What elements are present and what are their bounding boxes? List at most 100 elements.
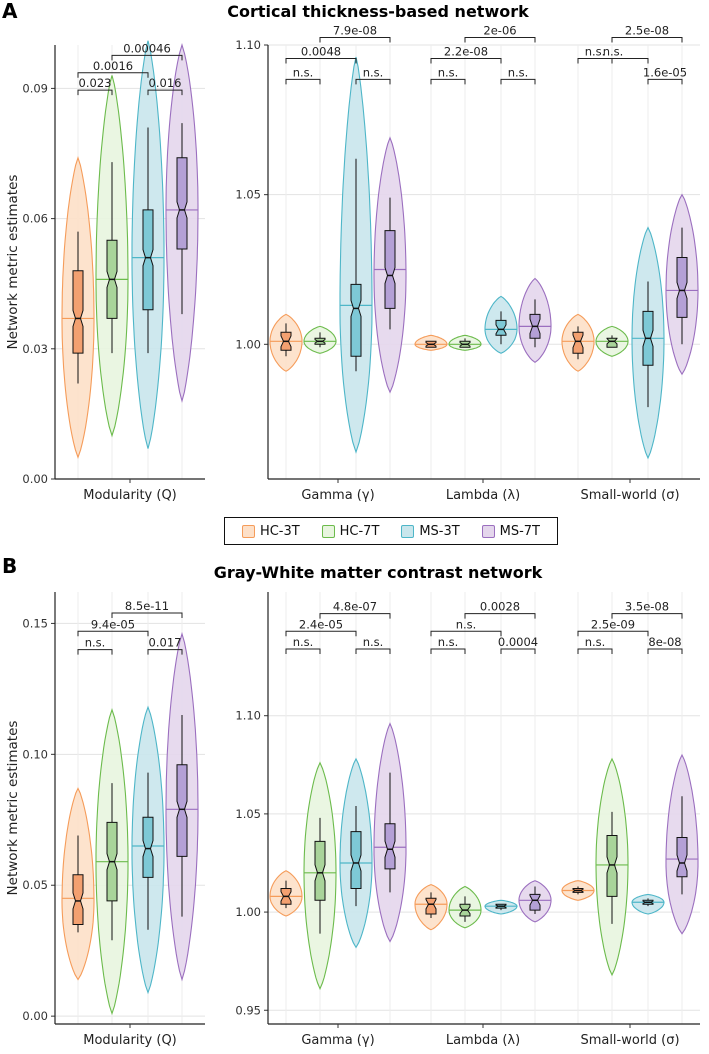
y-tick-label: 0.09 xyxy=(22,81,48,95)
p-value-label: 0.017 xyxy=(149,636,182,650)
violin-hc-7t xyxy=(303,325,337,354)
bracket-line xyxy=(647,648,683,654)
bracket-line xyxy=(611,613,683,619)
x-tick-label-gamma: Gamma (γ) xyxy=(301,1033,374,1048)
p-value-label: n.s. xyxy=(363,635,384,649)
significance-bracket: n.s. xyxy=(355,635,391,654)
box xyxy=(176,157,188,250)
significance-bracket: 7.9e-08 xyxy=(319,24,391,43)
y-axis-label: Network metric estimates xyxy=(5,721,21,896)
bracket-line xyxy=(77,630,149,637)
chart-3: 0.00 0.05 0.10 0.15 Modularity (Q) Network me… xyxy=(5,592,205,1048)
bracket-line xyxy=(111,54,183,61)
panel-letter-b: B xyxy=(2,554,17,578)
x-tick-label-lambda: Lambda (λ) xyxy=(446,1033,520,1048)
p-value-label: n.s. xyxy=(293,635,314,649)
bracket-line xyxy=(430,57,502,64)
y-axis-label: Network metric estimates xyxy=(5,175,21,350)
chart-2: 1.00 1.05 1.10 Gamma (γ) Lambda (λ) Small-wor… xyxy=(235,24,700,503)
significance-bracket: 0.0016 xyxy=(77,59,149,78)
chart-1: 0.00 0.03 0.06 0.09 Modularity (Q) Network me… xyxy=(5,40,205,503)
p-value-label: 1.6e-05 xyxy=(643,65,687,79)
p-value-label: 8.5e-11 xyxy=(125,599,169,613)
p-value-label: 2.5e-08 xyxy=(625,24,669,38)
violin-ms-3t xyxy=(484,899,518,915)
box xyxy=(176,764,188,857)
legend-swatch-ms-3t xyxy=(401,524,415,538)
box xyxy=(350,831,362,889)
p-value-label: n.s. xyxy=(508,65,529,79)
violin-ms-7t xyxy=(518,880,552,923)
significance-bracket: 3.5e-08 xyxy=(611,600,683,619)
box xyxy=(384,823,396,870)
significance-bracket: n.s. xyxy=(355,65,391,85)
bracket-line xyxy=(147,89,183,96)
violin-ms-7t xyxy=(518,277,552,363)
p-value-label: 0.016 xyxy=(149,76,182,90)
bracket-line xyxy=(500,648,536,654)
box xyxy=(606,835,618,897)
significance-bracket: 2.2e-08 xyxy=(430,44,502,64)
violin-hc-7t xyxy=(595,757,629,977)
bracket-line xyxy=(77,72,149,78)
bracket-line xyxy=(285,648,321,654)
x-tick-label-modularity-q: Modularity (Q) xyxy=(83,1033,177,1048)
significance-bracket: 2e-06 xyxy=(464,24,536,43)
significance-bracket: 8e-08 xyxy=(647,635,683,654)
x-tick-label-gamma: Gamma (γ) xyxy=(301,488,374,503)
bracket-line xyxy=(285,630,357,637)
y-tick-label: 0.03 xyxy=(22,342,48,356)
significance-bracket: 0.0028 xyxy=(464,600,536,619)
p-value-label: n.s. xyxy=(603,44,624,58)
p-value-label: 0.0048 xyxy=(301,44,341,58)
y-tick-label: 1.05 xyxy=(235,807,261,821)
bracket-line xyxy=(147,649,183,655)
p-value-label: 3.5e-08 xyxy=(625,600,669,614)
legend: HC-3T HC-7T MS-3T MS-7T xyxy=(224,517,558,545)
violin-ms-3t xyxy=(484,295,518,354)
violin-ms-7t xyxy=(665,193,699,376)
p-value-label: 0.023 xyxy=(79,76,112,90)
significance-bracket: 2.5e-09 xyxy=(577,617,649,637)
bracket-line xyxy=(577,57,613,64)
p-value-label: 2.4e-05 xyxy=(299,617,343,631)
legend-label-hc-7t: HC-7T xyxy=(339,523,380,539)
p-value-label: 2.2e-08 xyxy=(444,44,488,58)
legend-item-hc-3t: HC-3T xyxy=(241,524,300,539)
p-value-label: 2.5e-09 xyxy=(591,617,635,631)
p-value-label: n.s. xyxy=(85,636,106,650)
violin-ms-7t xyxy=(373,722,407,943)
significance-bracket: 0.016 xyxy=(147,76,183,96)
violin-hc-3t xyxy=(61,787,95,981)
violin-hc-3t xyxy=(414,884,448,931)
significance-bracket: 2.4e-05 xyxy=(285,617,357,637)
y-tick-label: 1.05 xyxy=(235,188,261,202)
violin-hc-7t xyxy=(448,334,482,351)
x-tick-label-lambda: Lambda (λ) xyxy=(446,488,520,503)
box xyxy=(572,331,584,354)
significance-bracket: n.s. xyxy=(285,635,321,654)
p-value-label: 9.4e-05 xyxy=(91,617,135,631)
legend-label-ms-7t: MS-7T xyxy=(499,523,540,539)
p-value-label: 7.9e-08 xyxy=(333,24,377,38)
bracket-line xyxy=(77,649,113,655)
violin-hc-3t xyxy=(561,880,595,901)
significance-bracket: n.s. xyxy=(77,636,113,655)
p-value-label: n.s. xyxy=(438,635,459,649)
bracket-line xyxy=(464,613,536,619)
violin-hc-3t xyxy=(414,334,448,351)
bracket-line xyxy=(77,89,113,96)
bracket-line xyxy=(285,57,357,64)
p-value-label: n.s. xyxy=(456,617,477,631)
significance-bracket: n.s. xyxy=(430,617,502,637)
y-tick-label: 0.05 xyxy=(22,878,48,892)
y-tick-label: 0.10 xyxy=(22,747,48,761)
x-tick-label-small-world: Small-world (σ) xyxy=(580,1033,679,1048)
significance-bracket: 8.5e-11 xyxy=(111,599,183,618)
y-tick-label: 0.15 xyxy=(22,616,48,630)
legend-item-ms-3t: MS-3T xyxy=(401,524,460,539)
bracket-line xyxy=(430,630,502,637)
bracket-line xyxy=(319,613,391,619)
box xyxy=(676,257,688,318)
bracket-line xyxy=(464,37,536,43)
